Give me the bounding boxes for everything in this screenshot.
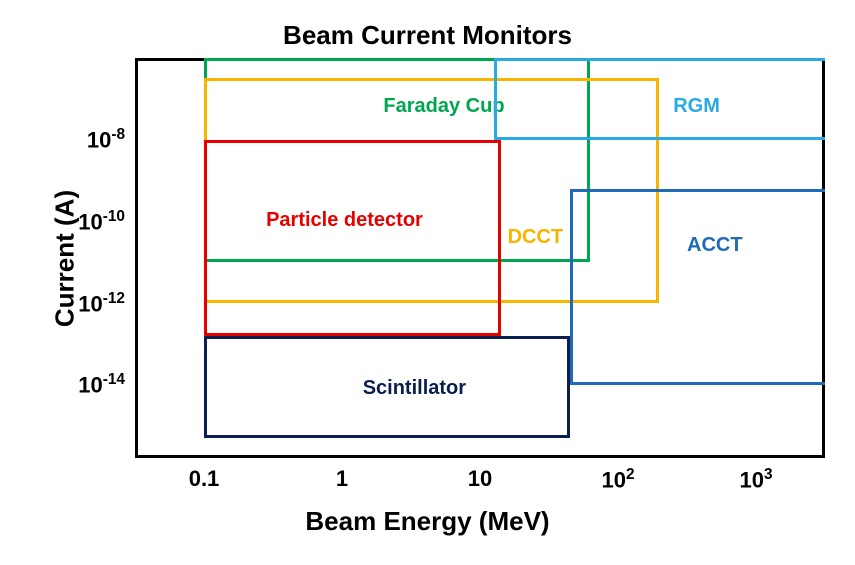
- beam-monitors-chart: Beam Current Monitors Current (A) Beam E…: [20, 20, 835, 545]
- rgm-label: RGM: [673, 95, 720, 118]
- x-tick: 103: [726, 466, 786, 493]
- particle-detector-region: [204, 140, 501, 336]
- x-tick: 10: [450, 466, 510, 492]
- acct-label: ACCT: [687, 234, 743, 257]
- y-tick: 10-14: [45, 371, 125, 398]
- x-tick: 1: [312, 466, 372, 492]
- particle-detector-label: Particle detector: [266, 209, 423, 232]
- dcct-label: DCCT: [508, 226, 564, 249]
- y-tick: 10-8: [45, 126, 125, 153]
- x-tick: 0.1: [174, 466, 234, 492]
- scintillator-label: Scintillator: [363, 377, 466, 400]
- rgm-region: [494, 58, 825, 140]
- y-axis-label: Current (A): [50, 159, 81, 359]
- x-tick: 102: [588, 466, 648, 493]
- y-tick: 10-12: [45, 290, 125, 317]
- acct-region: [570, 189, 825, 385]
- x-axis-label: Beam Energy (MeV): [305, 506, 549, 537]
- y-tick: 10-10: [45, 208, 125, 235]
- chart-title: Beam Current Monitors: [283, 20, 572, 51]
